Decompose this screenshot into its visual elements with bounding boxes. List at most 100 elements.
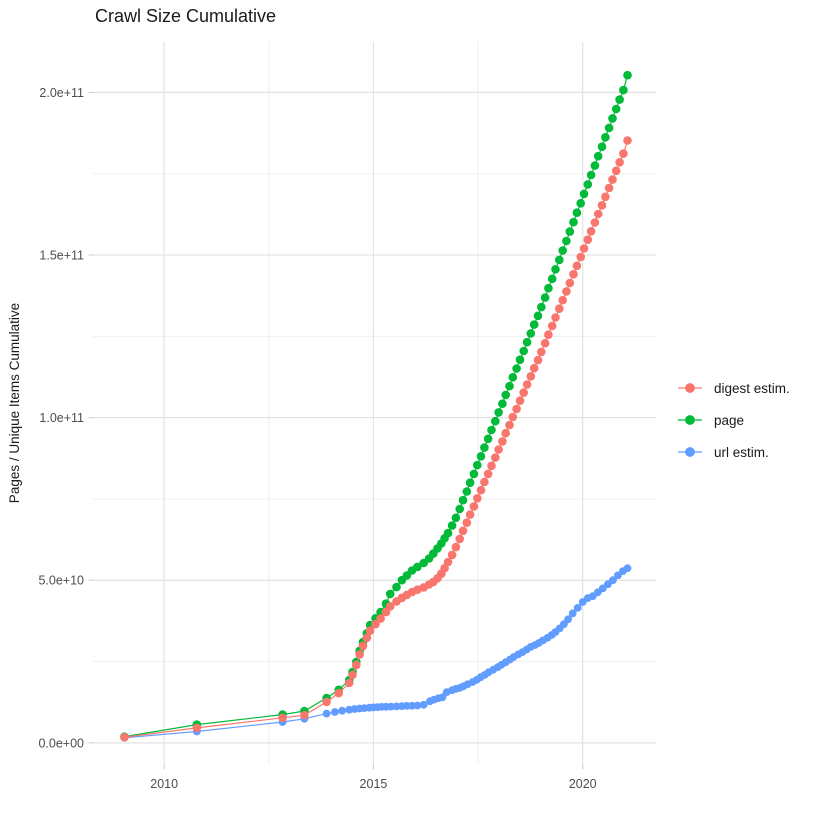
data-point-url-estim bbox=[609, 576, 617, 585]
y-tick-label: 1.5e+11 bbox=[39, 249, 84, 263]
data-point-digest-estim bbox=[494, 445, 503, 454]
data-point-page bbox=[483, 434, 493, 444]
data-point-page bbox=[505, 381, 514, 391]
data-point-page bbox=[522, 337, 532, 347]
data-point-digest-estim bbox=[487, 461, 496, 471]
data-point-page bbox=[576, 199, 585, 208]
data-point-digest-estim bbox=[562, 287, 571, 296]
data-point-digest-estim bbox=[362, 633, 372, 643]
data-point-digest-estim bbox=[192, 723, 202, 733]
data-point-digest-estim bbox=[476, 485, 486, 495]
data-point-page bbox=[480, 443, 489, 452]
legend-key-page-icon bbox=[678, 415, 702, 425]
data-point-digest-estim bbox=[623, 136, 632, 145]
data-point-page bbox=[512, 364, 521, 373]
data-point-digest-estim bbox=[611, 166, 621, 176]
data-point-digest-estim bbox=[586, 227, 596, 236]
axis-ticks bbox=[88, 91, 584, 770]
data-point-page bbox=[547, 274, 557, 284]
data-point-digest-estim bbox=[597, 201, 607, 210]
data-point-digest-estim bbox=[593, 209, 603, 219]
data-point-page bbox=[476, 452, 486, 461]
legend-key-digest-icon bbox=[678, 383, 702, 393]
data-point-page bbox=[565, 227, 575, 236]
legend: digest estim. page url estim. bbox=[676, 380, 790, 460]
data-point-url-estim bbox=[331, 708, 339, 716]
legend-item-page: page bbox=[676, 412, 790, 428]
data-point-page bbox=[458, 495, 468, 505]
data-point-digest-estim bbox=[491, 453, 500, 462]
data-point-page bbox=[569, 217, 578, 227]
series-url-estim bbox=[120, 564, 632, 742]
data-point-url-estim bbox=[438, 693, 447, 702]
data-point-page bbox=[558, 246, 567, 255]
x-tick-label: 2020 bbox=[569, 777, 597, 791]
data-point-page bbox=[413, 562, 422, 572]
legend-item-digest-estim: digest estim. bbox=[676, 380, 790, 396]
series-page bbox=[120, 70, 632, 741]
data-point-digest-estim bbox=[120, 732, 129, 742]
y-tick-label: 5.0e+10 bbox=[38, 574, 84, 588]
data-point-url-estim bbox=[573, 604, 582, 612]
data-point-page bbox=[526, 329, 536, 338]
data-point-digest-estim bbox=[443, 557, 453, 567]
data-point-digest-estim bbox=[537, 347, 546, 357]
data-point-digest-estim bbox=[501, 428, 511, 438]
grid-minor bbox=[93, 42, 656, 764]
data-point-page bbox=[451, 513, 461, 523]
data-point-digest-estim bbox=[590, 218, 600, 227]
data-point-digest-estim bbox=[615, 158, 624, 167]
y-tick-label: 1.0e+11 bbox=[39, 411, 84, 425]
data-point-digest-estim bbox=[371, 619, 380, 629]
data-point-digest-estim bbox=[385, 602, 395, 611]
data-point-page bbox=[604, 123, 614, 133]
data-point-page bbox=[555, 255, 564, 265]
data-point-digest-estim bbox=[334, 688, 344, 698]
data-point-page bbox=[462, 487, 472, 496]
data-point-digest-estim bbox=[469, 502, 479, 511]
data-point-digest-estim bbox=[447, 550, 457, 560]
data-point-digest-estim bbox=[365, 626, 375, 635]
data-point-page bbox=[494, 408, 503, 417]
data-point-page bbox=[469, 469, 479, 479]
data-point-digest-estim bbox=[512, 404, 521, 414]
data-point-page bbox=[533, 311, 543, 321]
data-point-digest-estim bbox=[515, 396, 525, 406]
data-point-digest-estim bbox=[565, 278, 575, 288]
data-point-page bbox=[487, 425, 496, 435]
x-tick-label: 2015 bbox=[360, 777, 388, 791]
data-point-digest-estim bbox=[544, 330, 553, 340]
data-point-url-estim bbox=[568, 609, 577, 618]
data-point-digest-estim bbox=[458, 526, 468, 536]
data-point-page bbox=[586, 170, 596, 180]
data-point-page bbox=[385, 589, 395, 599]
data-point-page bbox=[473, 460, 482, 470]
data-point-digest-estim bbox=[519, 388, 528, 397]
data-point-digest-estim bbox=[355, 650, 364, 659]
data-point-digest-estim bbox=[529, 363, 539, 373]
data-point-digest-estim bbox=[473, 494, 482, 503]
data-point-page bbox=[491, 416, 500, 426]
data-point-url-estim bbox=[564, 615, 572, 624]
data-point-page bbox=[519, 346, 528, 356]
chart-title: Crawl Size Cumulative bbox=[95, 6, 277, 26]
data-point-digest-estim bbox=[483, 469, 493, 479]
data-point-page bbox=[443, 528, 453, 538]
data-point-page bbox=[608, 114, 617, 123]
data-point-page bbox=[529, 320, 539, 329]
legend-key-url-icon bbox=[678, 447, 702, 457]
data-point-digest-estim bbox=[455, 534, 465, 544]
data-point-page bbox=[562, 236, 571, 246]
data-point-page bbox=[601, 133, 610, 142]
series-line-url-estim bbox=[124, 567, 628, 739]
data-point-digest-estim bbox=[540, 338, 550, 348]
data-point-digest-estim bbox=[465, 510, 475, 519]
data-point-digest-estim bbox=[451, 542, 461, 552]
data-point-digest-estim bbox=[498, 437, 507, 446]
data-point-digest-estim bbox=[376, 614, 385, 623]
data-point-page bbox=[623, 70, 632, 80]
data-point-page bbox=[465, 478, 475, 488]
data-point-digest-estim bbox=[583, 235, 593, 244]
data-point-digest-estim bbox=[619, 149, 628, 158]
series-digest-estim bbox=[120, 136, 632, 742]
